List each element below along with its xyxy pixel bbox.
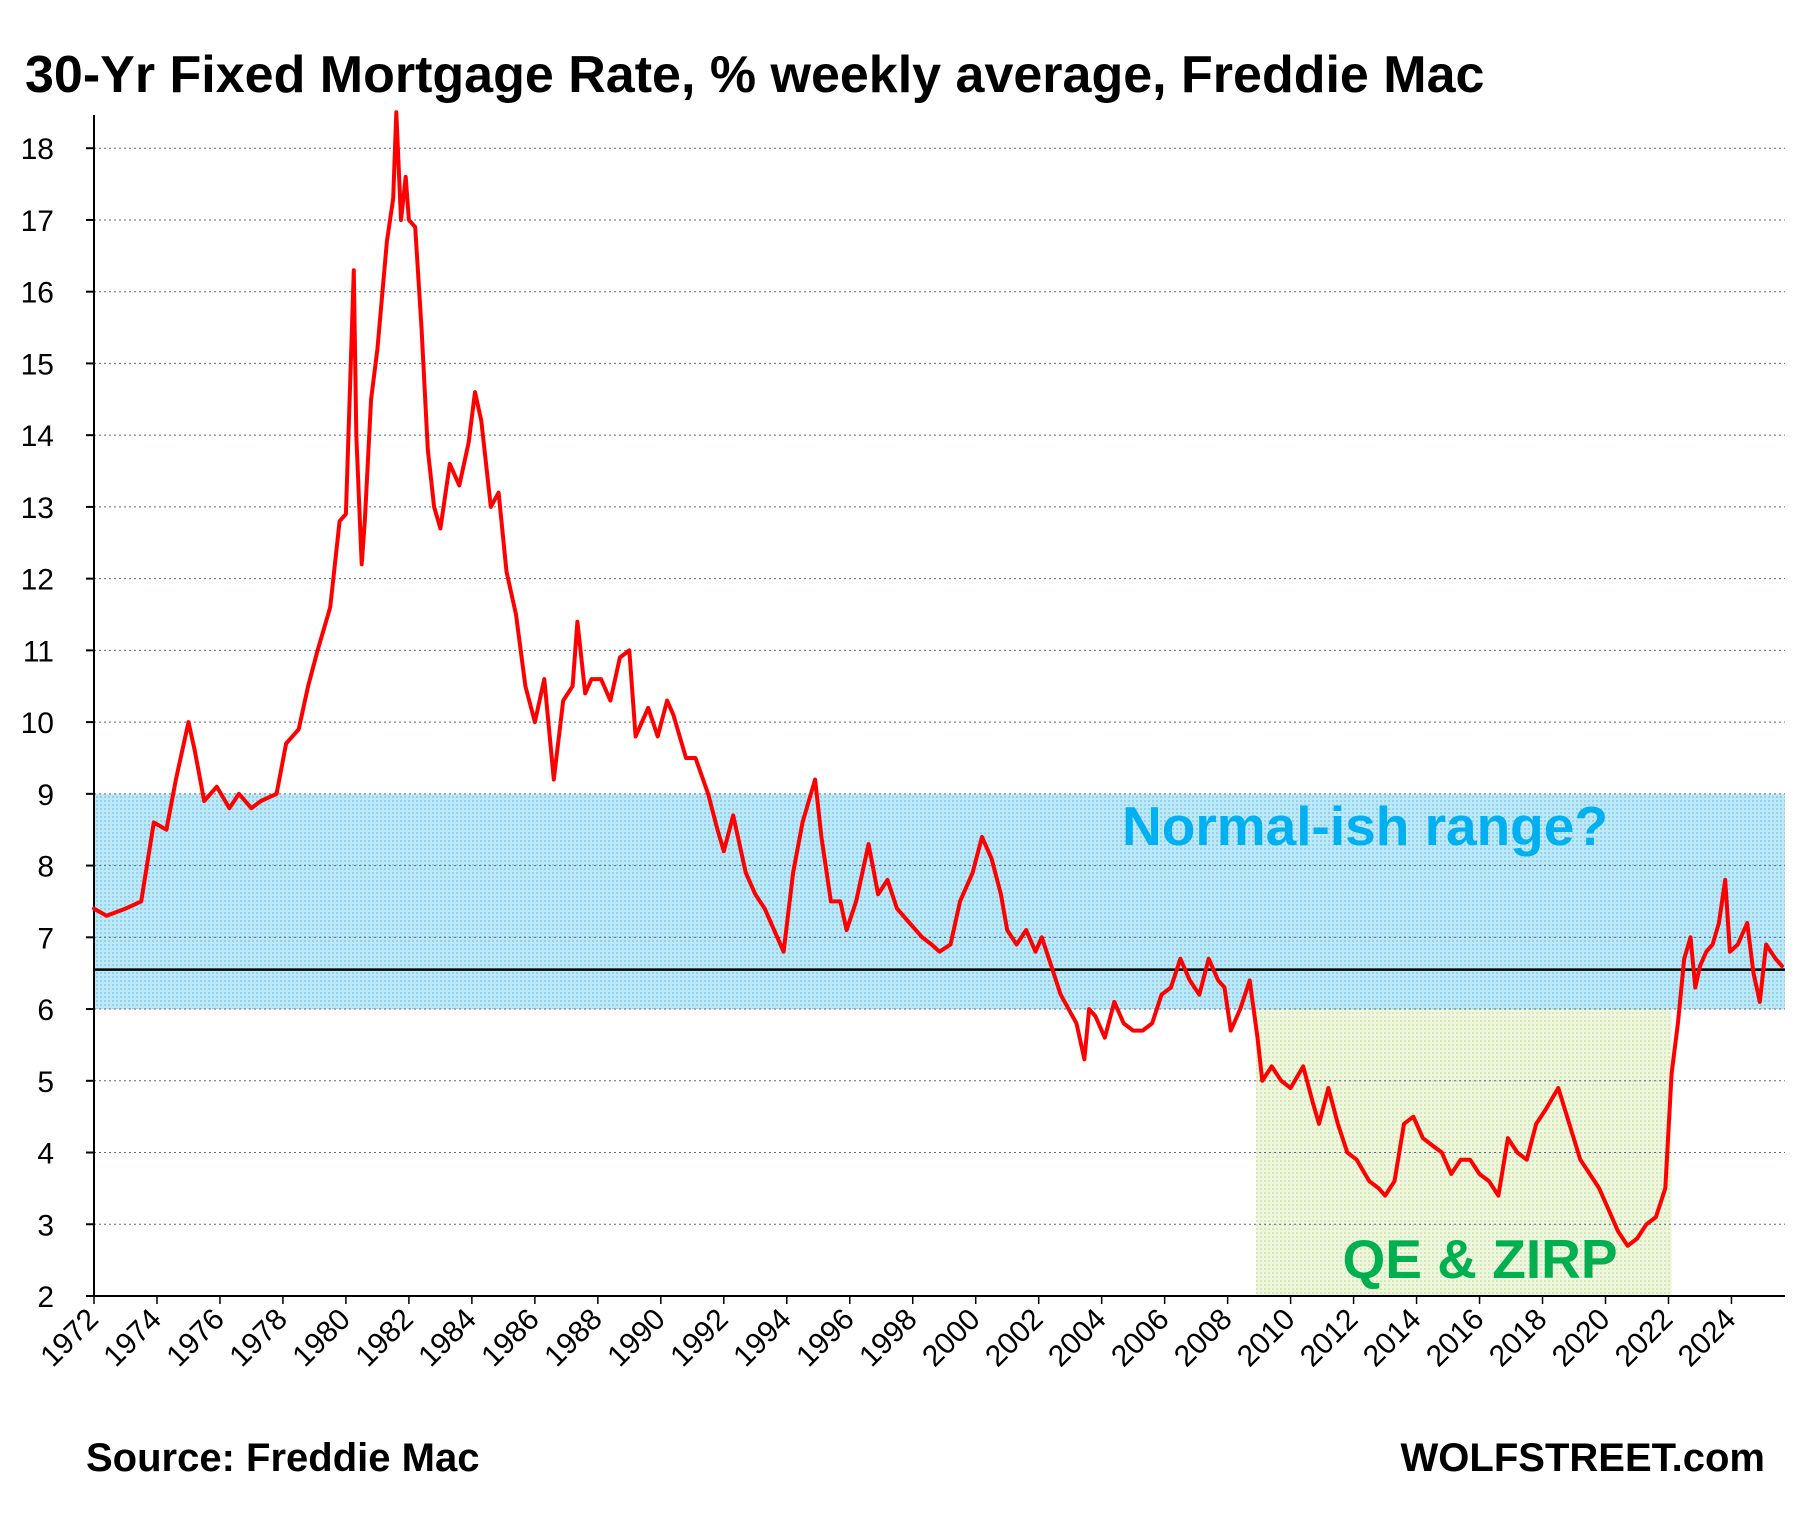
- x-tick-label: 1984: [412, 1303, 483, 1374]
- chart-title: 30-Yr Fixed Mortgage Rate, % weekly aver…: [25, 46, 1484, 104]
- x-tick-label: 2002: [979, 1303, 1050, 1374]
- x-tick-label: 2008: [1168, 1303, 1239, 1374]
- x-tick-label: 2006: [1105, 1303, 1176, 1374]
- x-tick-label: 1976: [160, 1303, 231, 1374]
- x-tick-label: 2020: [1546, 1303, 1617, 1374]
- x-tick-label: 2016: [1420, 1303, 1491, 1374]
- y-tick-label: 14: [21, 420, 54, 453]
- x-tick-label: 1980: [286, 1303, 357, 1374]
- band-normal-range: [94, 793, 1785, 1010]
- band-label-qe-zirp: QE & ZIRP: [1342, 1228, 1617, 1290]
- brand-label: WOLFSTREET.com: [1401, 1436, 1765, 1480]
- x-tick-label: 1992: [664, 1303, 735, 1374]
- y-tick-label: 6: [37, 994, 54, 1027]
- source-label: Source: Freddie Mac: [86, 1436, 479, 1480]
- y-tick-label: 10: [21, 707, 54, 740]
- y-tick-label: 3: [37, 1209, 54, 1242]
- y-tick-label: 11: [23, 635, 54, 668]
- x-tick-label: 2010: [1231, 1303, 1302, 1374]
- x-tick-label: 2004: [1042, 1303, 1113, 1374]
- y-tick-label: 7: [37, 922, 54, 955]
- x-tick-label: 1998: [853, 1303, 924, 1374]
- y-tick-label: 2: [37, 1281, 54, 1314]
- y-tick-label: 5: [37, 1066, 54, 1099]
- y-tick-label: 12: [21, 564, 54, 597]
- x-tick-label: 1978: [223, 1303, 294, 1374]
- y-tick-label: 18: [21, 133, 54, 166]
- y-tick-label: 9: [37, 779, 54, 812]
- x-tick-labels: 1972197419761978198019821984198619881990…: [34, 1296, 1742, 1373]
- y-tick-labels: 2 3 4 5 6 7 8 9 10 11 12 13 14 15 16 17 18: [21, 133, 54, 1314]
- x-tick-label: 1982: [349, 1303, 420, 1374]
- x-tick-label: 1994: [727, 1303, 798, 1374]
- series-layer: [92, 110, 1784, 1248]
- x-tick-label: 2024: [1672, 1303, 1743, 1374]
- x-tick-label: 1996: [790, 1303, 861, 1374]
- y-tick-label: 16: [21, 277, 54, 310]
- y-tick-label: 17: [21, 205, 54, 238]
- x-tick-label: 1988: [538, 1303, 609, 1374]
- x-tick-label: 1990: [601, 1303, 672, 1374]
- y-tick-label: 15: [21, 348, 54, 381]
- band-label-normal-range: Normal-ish range?: [1122, 795, 1608, 857]
- x-tick-label: 2000: [916, 1303, 987, 1374]
- x-tick-label: 1986: [475, 1303, 546, 1374]
- y-tick-label: 8: [37, 851, 54, 884]
- x-tick-label: 2022: [1609, 1303, 1680, 1374]
- grid-layer: [86, 147, 1785, 1297]
- x-tick-label: 2018: [1483, 1303, 1554, 1374]
- y-tick-label: 13: [21, 492, 54, 525]
- x-tick-label: 2012: [1294, 1303, 1365, 1374]
- x-tick-label: 2014: [1357, 1303, 1428, 1374]
- x-tick-label: 1974: [97, 1303, 168, 1374]
- bands-layer: [94, 793, 1785, 1296]
- series-line-mortgage-rate: [92, 110, 1784, 1248]
- y-tick-label: 4: [37, 1138, 54, 1171]
